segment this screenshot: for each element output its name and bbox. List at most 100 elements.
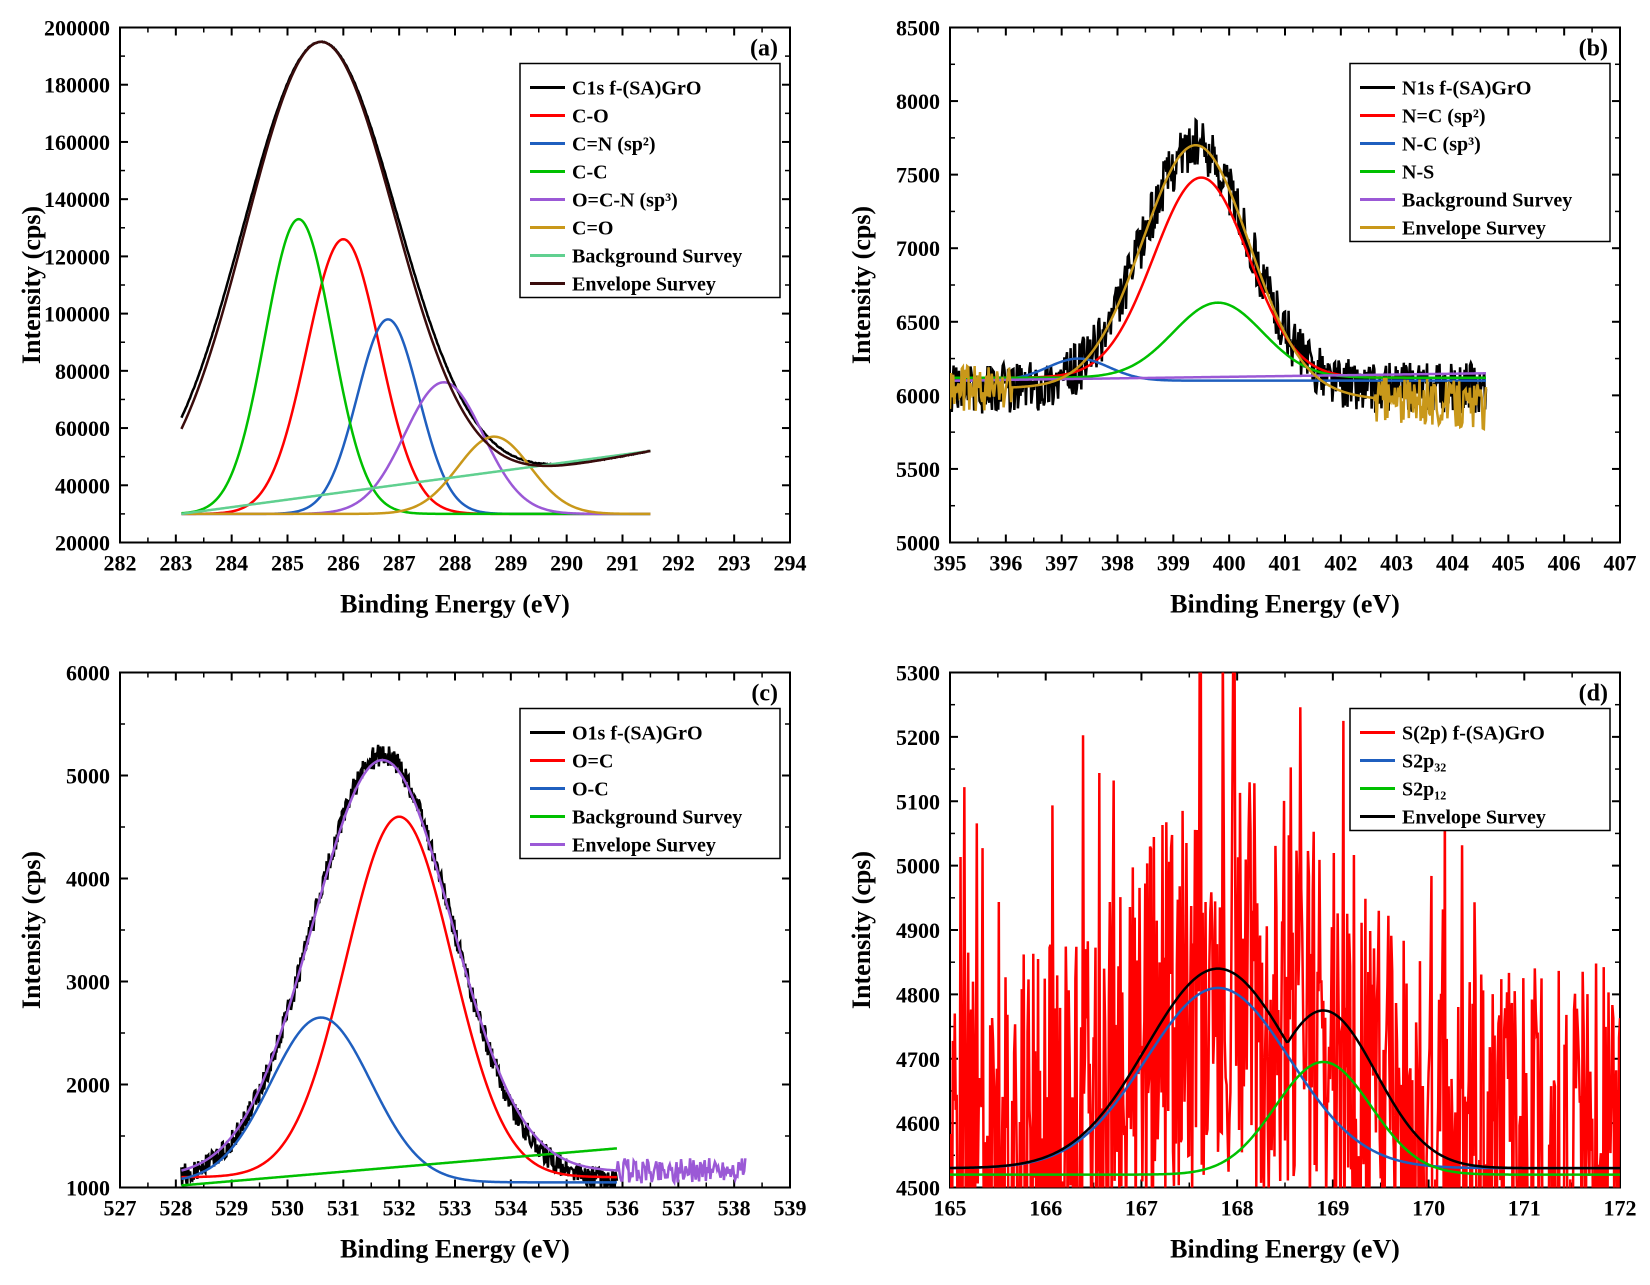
svg-text:200000: 200000: [44, 16, 110, 41]
svg-text:4000: 4000: [66, 867, 110, 892]
svg-text:4900: 4900: [896, 918, 940, 943]
svg-text:O=C: O=C: [572, 751, 613, 773]
svg-text:Intensity (cps): Intensity (cps): [847, 851, 876, 1009]
svg-text:180000: 180000: [44, 73, 110, 98]
svg-text:Binding Energy (eV): Binding Energy (eV): [340, 1235, 570, 1264]
svg-text:4800: 4800: [896, 982, 940, 1007]
svg-text:397: 397: [1045, 551, 1078, 576]
svg-text:Background Survey: Background Survey: [572, 246, 742, 268]
svg-text:399: 399: [1157, 551, 1190, 576]
svg-text:60000: 60000: [55, 416, 110, 441]
svg-text:140000: 140000: [44, 187, 110, 212]
svg-text:S2p₁₂: S2p₁₂: [1402, 779, 1446, 801]
svg-text:287: 287: [383, 551, 416, 576]
svg-text:167: 167: [1125, 1196, 1158, 1221]
svg-text:C1s f-(SA)GrO: C1s f-(SA)GrO: [572, 78, 701, 100]
svg-text:293: 293: [718, 551, 751, 576]
svg-text:5300: 5300: [896, 661, 940, 686]
svg-text:S(2p) f-(SA)GrO: S(2p) f-(SA)GrO: [1402, 723, 1545, 745]
svg-text:3000: 3000: [66, 970, 110, 995]
svg-text:533: 533: [439, 1196, 472, 1221]
svg-text:406: 406: [1548, 551, 1581, 576]
panel-c: 5275285295305315325335345355365375385391…: [10, 655, 810, 1280]
svg-text:4600: 4600: [896, 1111, 940, 1136]
svg-text:530: 530: [271, 1196, 304, 1221]
svg-text:80000: 80000: [55, 359, 110, 384]
svg-text:O-C: O-C: [572, 779, 609, 801]
svg-text:538: 538: [718, 1196, 751, 1221]
svg-text:Binding Energy (eV): Binding Energy (eV): [1170, 1235, 1400, 1264]
svg-text:40000: 40000: [55, 473, 110, 498]
svg-text:8000: 8000: [896, 89, 940, 114]
svg-text:291: 291: [606, 551, 639, 576]
svg-text:402: 402: [1324, 551, 1357, 576]
svg-text:Intensity (cps): Intensity (cps): [17, 206, 46, 364]
svg-text:C-O: C-O: [572, 106, 609, 128]
svg-text:120000: 120000: [44, 244, 110, 269]
svg-text:7000: 7000: [896, 236, 940, 261]
svg-text:Background Survey: Background Survey: [1402, 190, 1572, 212]
panel-b: 3953963973983994004014024034044054064075…: [840, 10, 1640, 635]
svg-text:283: 283: [159, 551, 192, 576]
svg-text:N-C (sp³): N-C (sp³): [1402, 134, 1481, 156]
svg-text:169: 169: [1316, 1196, 1349, 1221]
svg-text:2000: 2000: [66, 1073, 110, 1098]
svg-text:4700: 4700: [896, 1047, 940, 1072]
svg-text:7500: 7500: [896, 163, 940, 188]
svg-text:Envelope Survey: Envelope Survey: [572, 835, 716, 857]
svg-text:289: 289: [494, 551, 527, 576]
svg-text:536: 536: [606, 1196, 639, 1221]
svg-text:Envelope Survey: Envelope Survey: [1402, 218, 1546, 240]
svg-text:(d): (d): [1579, 681, 1608, 707]
svg-text:N-S: N-S: [1402, 162, 1434, 184]
svg-text:160000: 160000: [44, 130, 110, 155]
svg-text:529: 529: [215, 1196, 248, 1221]
svg-text:537: 537: [662, 1196, 695, 1221]
svg-text:396: 396: [989, 551, 1022, 576]
svg-text:285: 285: [271, 551, 304, 576]
svg-text:5200: 5200: [896, 725, 940, 750]
svg-text:(b): (b): [1579, 36, 1608, 62]
svg-text:Binding Energy (eV): Binding Energy (eV): [1170, 590, 1400, 619]
svg-text:407: 407: [1604, 551, 1637, 576]
svg-text:535: 535: [550, 1196, 583, 1221]
svg-text:405: 405: [1492, 551, 1525, 576]
svg-text:294: 294: [774, 551, 807, 576]
svg-text:539: 539: [774, 1196, 807, 1221]
svg-text:5000: 5000: [896, 531, 940, 556]
svg-text:Intensity (cps): Intensity (cps): [17, 851, 46, 1009]
svg-text:6000: 6000: [66, 661, 110, 686]
svg-text:528: 528: [159, 1196, 192, 1221]
svg-text:5500: 5500: [896, 457, 940, 482]
svg-text:292: 292: [662, 551, 695, 576]
svg-text:5000: 5000: [66, 764, 110, 789]
svg-text:Envelope Survey: Envelope Survey: [572, 274, 716, 296]
svg-text:C=O: C=O: [572, 218, 613, 240]
svg-text:C-C: C-C: [572, 162, 608, 184]
svg-text:100000: 100000: [44, 302, 110, 327]
svg-text:290: 290: [550, 551, 583, 576]
svg-text:6500: 6500: [896, 310, 940, 335]
panel-d: 1651661671681691701711724500460047004800…: [840, 655, 1640, 1280]
svg-text:404: 404: [1436, 551, 1469, 576]
svg-text:171: 171: [1508, 1196, 1541, 1221]
svg-text:172: 172: [1604, 1196, 1637, 1221]
svg-text:401: 401: [1269, 551, 1302, 576]
svg-text:6000: 6000: [896, 383, 940, 408]
svg-text:166: 166: [1029, 1196, 1062, 1221]
svg-text:(a): (a): [750, 36, 778, 62]
svg-text:534: 534: [494, 1196, 527, 1221]
svg-text:170: 170: [1412, 1196, 1445, 1221]
svg-text:Envelope Survey: Envelope Survey: [1402, 807, 1546, 829]
svg-text:5000: 5000: [896, 854, 940, 879]
svg-text:1000: 1000: [66, 1176, 110, 1201]
svg-text:N=C (sp²): N=C (sp²): [1402, 106, 1486, 128]
svg-text:20000: 20000: [55, 531, 110, 556]
svg-text:403: 403: [1380, 551, 1413, 576]
svg-text:Binding Energy (eV): Binding Energy (eV): [340, 590, 570, 619]
svg-text:5100: 5100: [896, 789, 940, 814]
svg-text:Background Survey: Background Survey: [572, 807, 742, 829]
svg-text:S2p₃₂: S2p₃₂: [1402, 751, 1446, 773]
svg-text:288: 288: [439, 551, 472, 576]
svg-text:398: 398: [1101, 551, 1134, 576]
